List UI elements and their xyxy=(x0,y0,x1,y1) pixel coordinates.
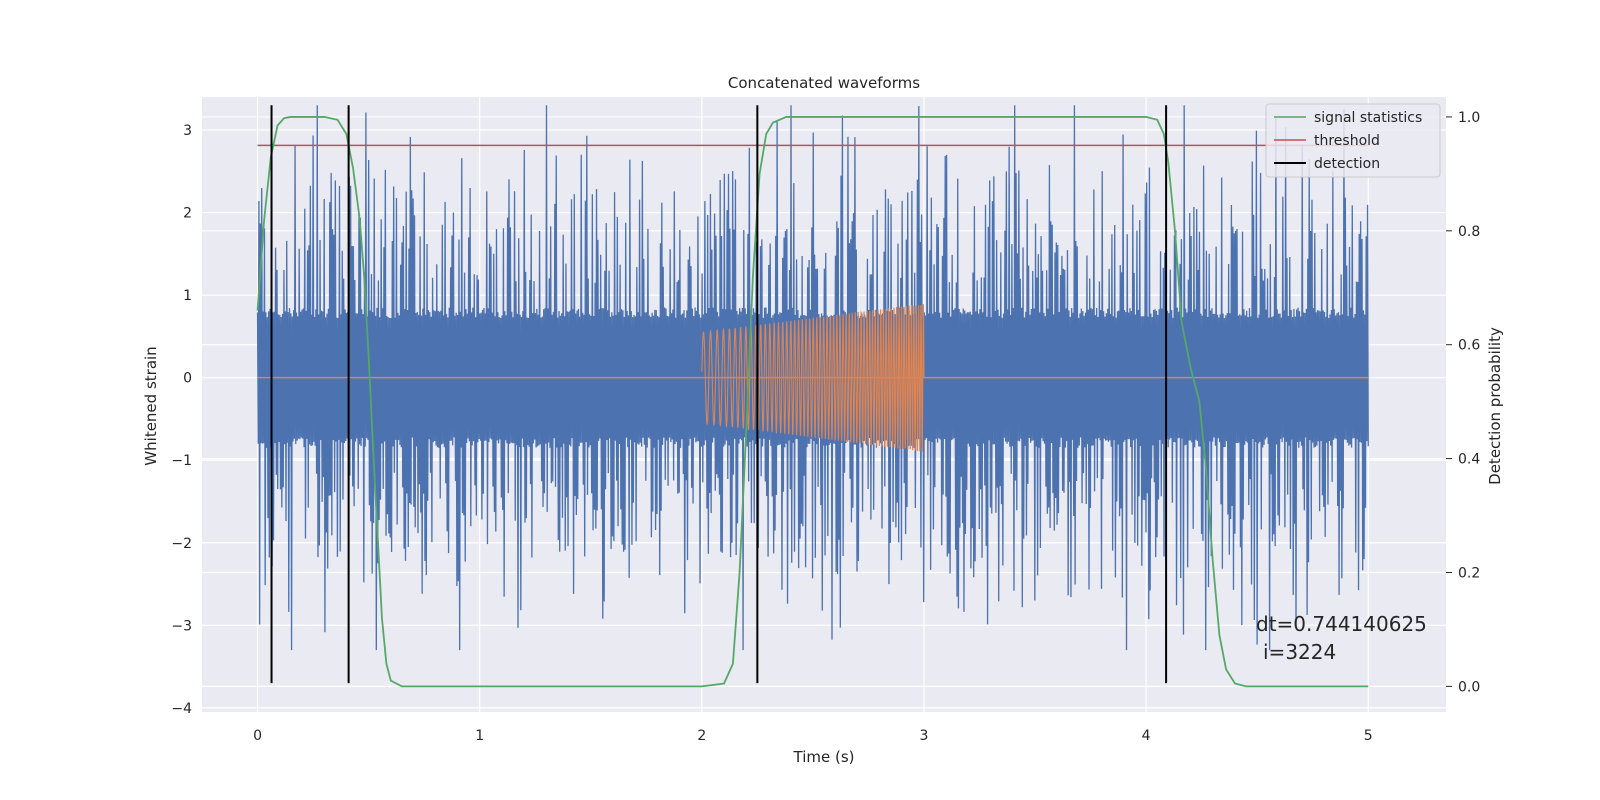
x-tick-label-2: 2 xyxy=(697,728,706,744)
y2-tick-label-1: 0.2 xyxy=(1458,565,1480,581)
legend: signal statistics threshold detection xyxy=(1265,103,1441,178)
legend-label-statistics: signal statistics xyxy=(1314,110,1422,126)
y2-tick-label-3: 0.6 xyxy=(1458,338,1480,354)
x-tick-label-1: 1 xyxy=(475,728,484,744)
y2-tick-label-2: 0.4 xyxy=(1458,452,1480,468)
series-layer xyxy=(256,105,1369,688)
y-tick-label-5: 1 xyxy=(183,288,192,304)
y2-tick-label-0: 0.0 xyxy=(1458,679,1480,695)
x-tick-label-5: 5 xyxy=(1364,728,1373,744)
y2-axis-title: Detection probability xyxy=(1486,327,1504,485)
legend-label-detection: detection xyxy=(1314,156,1380,172)
x-tick-label-0: 0 xyxy=(253,728,262,744)
signal-statistics-line xyxy=(256,116,1369,688)
y-tick-label-6: 2 xyxy=(183,206,192,222)
y-tick-label-1: −3 xyxy=(171,618,192,634)
y-tick-label-3: −1 xyxy=(171,453,192,469)
waveform-chirp-line xyxy=(701,304,925,452)
y-tick-label-7: 3 xyxy=(183,123,192,139)
y-axis-title: Whitened strain xyxy=(142,346,160,465)
y2-tick-label-4: 0.8 xyxy=(1458,224,1480,240)
annotation-dt: dt=0.744140625 xyxy=(1256,612,1427,636)
y-tick-label-2: −2 xyxy=(171,536,192,552)
chart-title: Concatenated waveforms xyxy=(728,74,920,92)
x-tick-label-4: 4 xyxy=(1142,728,1151,744)
legend-frame xyxy=(1265,103,1441,178)
annotation-index: i=3224 xyxy=(1263,640,1336,664)
y2-tick-label-5: 1.0 xyxy=(1458,110,1480,126)
y-tick-label-0: −4 xyxy=(171,701,192,717)
axis-layer: 0 1 2 3 4 5 −4 −3 −2 −1 0 1 2 3 0.0 0.2 0.4 0.6 0.8 1.0 xyxy=(171,110,1480,744)
x-axis-title: Time (s) xyxy=(793,748,855,766)
y-tick-label-4: 0 xyxy=(183,371,192,387)
x-tick-label-3: 3 xyxy=(920,728,929,744)
legend-label-threshold: threshold xyxy=(1314,133,1380,149)
